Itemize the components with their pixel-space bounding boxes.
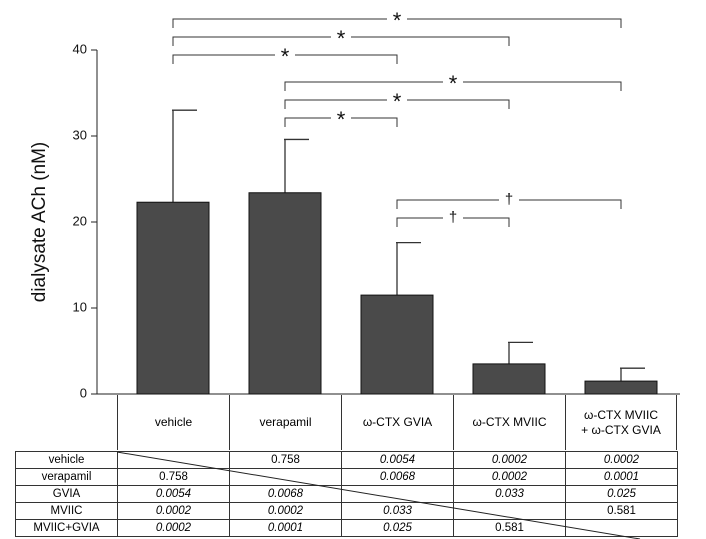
x-tick-label: ω-CTX GVIA — [341, 395, 453, 450]
p-value — [229, 468, 342, 486]
p-value — [453, 502, 566, 520]
bar — [584, 380, 658, 395]
label-bg — [387, 91, 407, 109]
label-bg — [387, 10, 407, 28]
bar — [248, 192, 322, 395]
p-value: 0.581 — [453, 519, 566, 537]
p-value: 0.0002 — [229, 502, 342, 520]
significance-label: * — [449, 71, 458, 96]
table-row: GVIA 0.0054 0.0068 0.033 0.025 — [15, 485, 678, 503]
significance-label: † — [505, 191, 513, 208]
p-value — [341, 485, 454, 503]
table-row: MVIIC+GVIA 0.0002 0.0001 0.025 0.581 — [15, 519, 678, 537]
significance-label: * — [281, 44, 290, 69]
significance-label: † — [449, 209, 457, 226]
bar — [360, 294, 434, 395]
bar — [136, 201, 210, 395]
p-value: 0.0068 — [229, 485, 342, 503]
p-value: 0.0002 — [117, 502, 230, 520]
y-tick-label: 0 — [80, 385, 87, 400]
label-bg — [331, 28, 351, 46]
table-row: MVIIC 0.0002 0.0002 0.033 0.581 — [15, 502, 678, 520]
row-label: MVIIC+GVIA — [15, 519, 118, 537]
x-tick-label: verapamil — [229, 395, 341, 450]
x-tick-label: vehicle — [117, 395, 229, 450]
row-label: verapamil — [15, 468, 118, 486]
p-value: 0.0068 — [341, 468, 454, 486]
significance-label: * — [337, 26, 346, 51]
row-label: GVIA — [15, 485, 118, 503]
significance-label: * — [337, 107, 346, 132]
table-row: verapamil 0.758 0.0068 0.0002 0.0001 — [15, 468, 678, 486]
p-value: 0.0002 — [565, 451, 678, 469]
p-value: 0.758 — [229, 451, 342, 469]
row-label: vehicle — [15, 451, 118, 469]
p-value: 0.033 — [341, 502, 454, 520]
y-tick-label: 30 — [73, 127, 87, 142]
label-bg — [331, 109, 351, 127]
p-value: 0.0001 — [565, 468, 678, 486]
label-bg — [275, 46, 295, 64]
p-value: 0.0054 — [117, 485, 230, 503]
row-label: MVIIC — [15, 502, 118, 520]
p-value: 0.758 — [117, 468, 230, 486]
label-bg — [443, 209, 463, 227]
bar — [472, 363, 546, 395]
y-tick-label: 10 — [73, 299, 87, 314]
table-row: vehicle 0.758 0.0054 0.0002 0.0002 — [15, 451, 678, 469]
p-value: 0.025 — [565, 485, 678, 503]
p-value: 0.0002 — [453, 468, 566, 486]
x-tick-label: ω-CTX MVIIC — [453, 395, 565, 450]
p-value: 0.0054 — [341, 451, 454, 469]
p-value — [117, 451, 230, 469]
label-bg — [443, 73, 463, 91]
x-tick-label: ω-CTX MVIIC + ω-CTX GVIA — [565, 395, 677, 450]
p-value-table: vehicle 0.758 0.0054 0.0002 0.0002 verapamil 0… — [15, 451, 678, 537]
p-value: 0.0001 — [229, 519, 342, 537]
y-tick-label: 40 — [73, 41, 87, 56]
significance-label: * — [393, 89, 402, 114]
p-value: 0.581 — [565, 502, 678, 520]
p-value: 0.0002 — [117, 519, 230, 537]
p-value: 0.0002 — [453, 451, 566, 469]
p-value: 0.025 — [341, 519, 454, 537]
label-bg — [499, 191, 519, 209]
y-axis-label: dialysate ACh (nM) — [29, 142, 50, 303]
significance-label: * — [393, 8, 402, 33]
p-value: 0.033 — [453, 485, 566, 503]
p-value — [565, 519, 678, 537]
y-tick-label: 20 — [73, 213, 87, 228]
